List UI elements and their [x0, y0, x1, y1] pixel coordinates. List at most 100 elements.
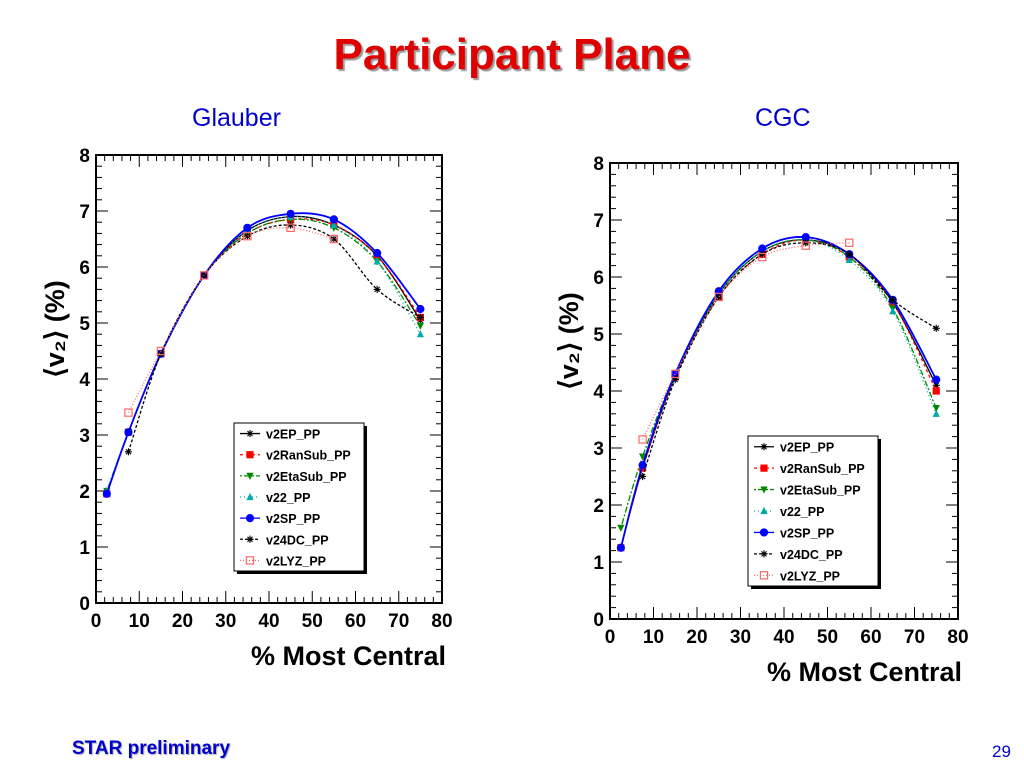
y-tick-label: 6 [79, 258, 90, 279]
x-tick-label: 60 [860, 627, 881, 648]
slide-title: Participant Plane [333, 30, 691, 79]
data-point [845, 238, 854, 247]
data-point [932, 381, 940, 389]
x-tick-label: 30 [730, 627, 751, 648]
series-v2LYZ_PP [124, 223, 339, 417]
x-tick-label: 70 [904, 627, 925, 648]
legend-entry: v22_PP [266, 491, 310, 505]
data-point [124, 428, 133, 437]
x-tick-label: 40 [773, 627, 794, 648]
data-point [416, 313, 424, 321]
y-axis-label: ⟨v₂⟩ (%) [40, 280, 70, 378]
data-point [638, 461, 647, 470]
x-tick-label: 80 [431, 611, 452, 632]
data-point [329, 234, 339, 244]
legend-marker [760, 506, 768, 515]
legend-marker [760, 550, 768, 558]
data-point [243, 232, 251, 240]
x-tick-label: 10 [643, 627, 664, 648]
data-point [243, 231, 252, 241]
x-tick-label: 70 [388, 611, 409, 632]
x-tick-label: 50 [302, 611, 323, 632]
series-v2LYZ_PP [638, 238, 854, 444]
legend-marker [245, 556, 255, 565]
series-line [106, 215, 421, 492]
x-tick-label: 60 [345, 611, 366, 632]
x-axis-label: % Most Central [767, 657, 962, 687]
x-tick-label: 20 [686, 627, 707, 648]
series-line [620, 239, 937, 528]
data-point [373, 285, 381, 293]
data-point [286, 223, 295, 232]
page-number: 29 [992, 742, 1011, 761]
x-tick-label: 0 [91, 611, 102, 632]
data-point [758, 252, 767, 262]
data-point [714, 292, 723, 302]
legend-marker [246, 492, 254, 501]
data-point [329, 215, 338, 224]
y-tick-label: 8 [79, 146, 90, 167]
y-tick-label: 8 [593, 154, 604, 175]
legend-entry: v2EP_PP [266, 428, 320, 442]
y-tick-label: 1 [593, 553, 604, 574]
data-point [243, 223, 252, 232]
legend-entry: v2SP_PP [266, 512, 320, 526]
legend-entry: v24DC_PP [266, 533, 329, 547]
data-point [416, 330, 424, 338]
data-point [671, 369, 680, 379]
y-tick-label: 7 [593, 211, 604, 232]
glauber-heading: Glauber [192, 104, 281, 132]
legend-marker [759, 571, 769, 580]
y-tick-label: 5 [593, 325, 604, 346]
y-axis: 0 1 2 3 4 5 6 7 8 [593, 154, 958, 631]
legend-entry: v2EP_PP [780, 441, 834, 455]
y-tick-label: 4 [79, 370, 90, 391]
data-point [715, 293, 723, 301]
data-point [889, 296, 897, 304]
data-point [889, 307, 897, 315]
legend-entry: v2RanSub_PP [780, 462, 865, 476]
data-point [639, 453, 647, 461]
legend-entry: v24DC_PP [780, 548, 843, 562]
data-point [156, 346, 166, 356]
legend-marker [760, 443, 768, 451]
legend-box [233, 422, 365, 572]
x-tick-label: 30 [215, 611, 236, 632]
series-line [620, 236, 938, 548]
data-point [932, 387, 940, 395]
legend-entry: v22_PP [780, 505, 824, 519]
legend-marker [246, 535, 254, 543]
legend-marker [246, 451, 254, 459]
legend-marker [760, 486, 768, 494]
data-point [932, 409, 940, 417]
y-tick-label: 3 [593, 439, 604, 460]
data-point [638, 435, 647, 444]
y-tick-label: 6 [593, 268, 604, 289]
star-preliminary-label: STAR preliminary [72, 738, 231, 759]
x-tick-label: 80 [947, 627, 968, 648]
data-point [932, 375, 941, 384]
legend-marker [759, 528, 769, 537]
series-line [106, 218, 421, 495]
x-tick-label: 20 [172, 611, 193, 632]
data-point [416, 322, 424, 330]
y-axis-label: ⟨v₂⟩ (%) [554, 292, 584, 390]
cgc-heading: CGC [755, 104, 811, 132]
legend-marker [246, 429, 254, 438]
data-point [124, 408, 133, 417]
series-line [127, 224, 421, 453]
data-point [616, 543, 625, 552]
glauber-chart: 0 10 20 30 40 50 60 70 80 0 1 2 3 4 5 6 7 8 % Most Central… [40, 146, 453, 671]
data-point [373, 248, 382, 258]
legend-entry: v2EtaSub_PP [780, 484, 861, 498]
y-tick-label: 2 [79, 482, 90, 503]
legend-entry: v2EtaSub_PP [266, 470, 347, 484]
data-point [330, 220, 338, 229]
y-tick-label: 0 [593, 610, 604, 631]
x-tick-label: 0 [605, 627, 616, 648]
y-tick-label: 5 [79, 314, 90, 335]
data-point [330, 235, 338, 243]
y-tick-label: 7 [79, 202, 90, 223]
legend: v2EP_PP v2RanSub_PP v2EtaSub_PP v22_PP v2SP_… [747, 435, 881, 589]
data-point [932, 405, 940, 413]
